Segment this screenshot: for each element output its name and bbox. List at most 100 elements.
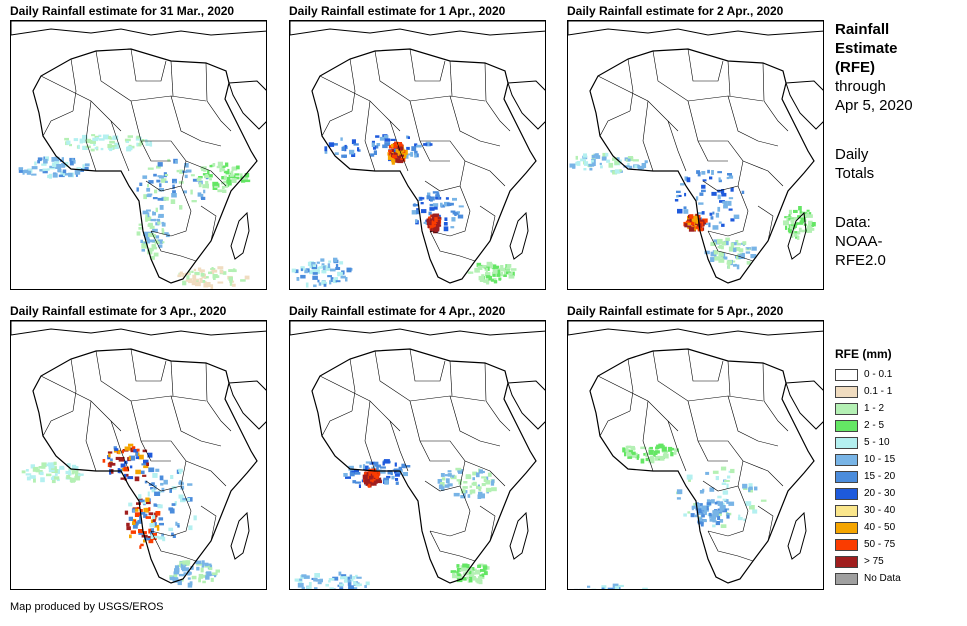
madagascar-coastline (230, 211, 250, 260)
rain-cell (85, 145, 91, 149)
rain-cell (66, 474, 71, 479)
country-border (321, 410, 353, 437)
rain-cell (420, 202, 424, 205)
rain-cell (674, 199, 679, 202)
rain-cell (77, 144, 80, 149)
rain-cell (506, 264, 512, 268)
rain-cell (226, 176, 231, 181)
madagascar-coastline (230, 511, 250, 560)
rain-cell (466, 564, 470, 569)
rain-cell (158, 517, 164, 521)
rain-cell (376, 466, 379, 470)
rain-cell (183, 190, 187, 194)
rain-cell (447, 473, 452, 477)
rain-cell (145, 235, 150, 241)
rain-cell (727, 475, 731, 479)
rain-cell (450, 226, 455, 229)
rain-cell (244, 275, 250, 280)
coastline-europe (11, 321, 266, 336)
country-border (205, 62, 232, 132)
rain-cell (158, 536, 164, 540)
rain-cell (297, 582, 304, 588)
rain-cell (35, 468, 40, 473)
rain-cell (432, 203, 439, 207)
rain-cell (37, 160, 40, 164)
rain-cell (157, 197, 163, 201)
rain-cell (231, 178, 237, 183)
rain-cell (178, 468, 183, 473)
rain-cell (324, 146, 328, 152)
rain-cell (71, 158, 74, 161)
rain-cell (74, 169, 81, 175)
rain-cell (318, 282, 322, 286)
rain-cell (227, 168, 230, 174)
rain-cell (330, 268, 336, 272)
country-border (727, 395, 779, 447)
rain-cell (370, 153, 375, 157)
rain-cell (128, 443, 134, 447)
rain-cell (445, 478, 450, 484)
rain-cell (601, 156, 607, 161)
country-border (627, 358, 634, 412)
rain-cell (459, 569, 465, 572)
rain-cell (178, 573, 185, 577)
legend-label: 0.1 - 1 (864, 386, 893, 397)
rain-cell (444, 217, 448, 221)
rain-cell (340, 275, 346, 279)
rain-cell (806, 225, 813, 231)
rain-cell (430, 228, 433, 233)
rain-cell (710, 251, 717, 257)
rain-cell (308, 582, 312, 587)
rain-cell (480, 569, 486, 572)
rain-cell (121, 449, 124, 454)
rain-cell (476, 472, 480, 478)
rain-cell (684, 176, 688, 181)
rain-cell (447, 202, 452, 206)
rain-cell (741, 190, 745, 194)
rain-cell (161, 221, 165, 225)
country-border (464, 160, 506, 187)
rain-cell (583, 153, 587, 158)
rain-cell (711, 170, 714, 175)
rain-cell (414, 150, 418, 156)
rain-cell (717, 171, 722, 174)
rain-cell (82, 134, 88, 140)
rain-cell (595, 155, 601, 159)
legend-item: No Data (835, 570, 901, 587)
sidebar-data-line: NOAA- (835, 233, 883, 250)
rain-cell (182, 273, 185, 278)
rain-cell (74, 466, 79, 471)
rain-cell (189, 581, 193, 586)
rain-cell (799, 210, 802, 214)
rain-cell (53, 156, 60, 162)
rain-cell (793, 231, 798, 234)
rain-cell (462, 563, 468, 568)
rain-cell (375, 477, 382, 482)
rain-cell (726, 260, 733, 264)
rain-cell (391, 159, 396, 163)
rain-cell (587, 585, 591, 588)
rain-cell (495, 268, 499, 274)
rainfall-layer (569, 152, 816, 270)
rain-cell (147, 491, 150, 497)
rain-cell (183, 171, 188, 174)
country-border (707, 185, 749, 237)
rain-cell (144, 538, 151, 541)
country-border (205, 362, 232, 432)
rain-cell (191, 575, 197, 580)
rain-cell (352, 480, 357, 484)
rain-cell (130, 530, 136, 534)
sidebar-through-line: through (835, 78, 886, 95)
rain-cell (329, 280, 332, 285)
rain-cell (676, 195, 679, 198)
rain-cell (374, 461, 379, 467)
legend-item: 15 - 20 (835, 468, 901, 485)
rain-cell (323, 270, 327, 274)
rain-cell (472, 477, 475, 481)
rain-cell (150, 528, 154, 532)
rain-cell (494, 265, 500, 271)
rain-cell (190, 189, 193, 195)
rain-cell (142, 210, 148, 215)
rain-cell (380, 469, 386, 474)
rain-cell (602, 152, 607, 157)
